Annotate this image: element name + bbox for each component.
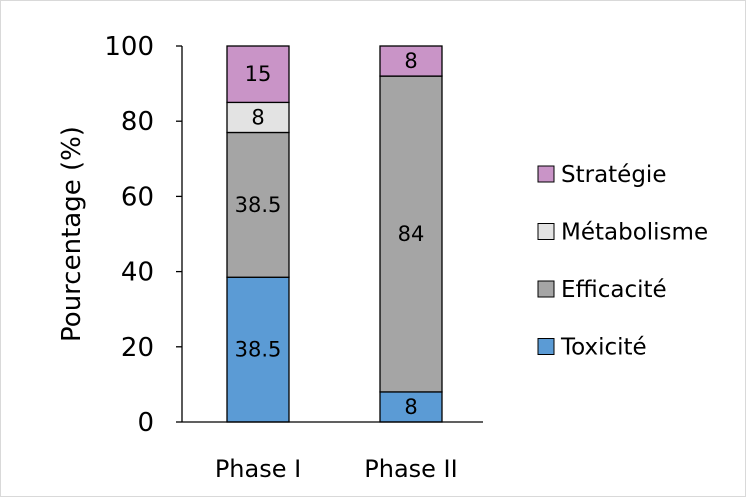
y-tick-label: 0 — [137, 408, 154, 438]
data-label-toxicite-2: 8 — [404, 395, 417, 419]
data-label-efficacite-1: 38.5 — [235, 193, 282, 217]
bar-segment-efficacite-2 — [379, 75, 443, 393]
legend-label-efficacite: Efficacité — [561, 277, 667, 303]
y-tick-label: 80 — [121, 107, 154, 137]
y-tick-label: 60 — [121, 182, 154, 212]
data-label-metabolisme-1: 8 — [251, 105, 264, 129]
x-category-label: Phase I — [215, 455, 301, 483]
y-axis: 0 20 40 60 80 100 — [104, 32, 483, 438]
legend-label-metabolisme: Métabolisme — [561, 220, 708, 246]
y-tick-label: 20 — [121, 333, 154, 363]
legend-swatch-metabolisme — [537, 223, 555, 240]
bar-segment-strategie-2 — [379, 45, 443, 77]
y-tick-label: 40 — [121, 258, 154, 288]
data-label-strategie-1: 15 — [245, 62, 272, 86]
legend-swatch-strategie — [537, 165, 555, 183]
y-tick-label: 100 — [104, 32, 154, 62]
bars-layer — [226, 45, 443, 423]
bar-segment-toxicite-1 — [226, 276, 290, 423]
data-label-strategie-2: 8 — [404, 49, 417, 73]
legend-label-toxicite: Toxicité — [560, 335, 647, 361]
y-axis-title: Pourcentage (%) — [57, 126, 87, 342]
data-labels-layer: 38.5 38.5 8 15 8 84 8 — [235, 49, 425, 419]
legend-swatch-toxicite — [537, 338, 555, 355]
legend: Stratégie Métabolisme Efficacité Toxicité — [537, 162, 708, 361]
bar-segment-strategie-1 — [226, 45, 290, 104]
legend-label-strategie: Stratégie — [561, 162, 666, 188]
x-axis-labels: Phase I Phase II — [215, 455, 458, 483]
x-category-label: Phase II — [364, 455, 457, 483]
data-label-efficacite-2: 84 — [398, 222, 425, 246]
bar-segment-efficacite-1 — [226, 131, 290, 278]
legend-swatch-efficacite — [537, 280, 555, 298]
data-label-toxicite-1: 38.5 — [235, 338, 282, 362]
